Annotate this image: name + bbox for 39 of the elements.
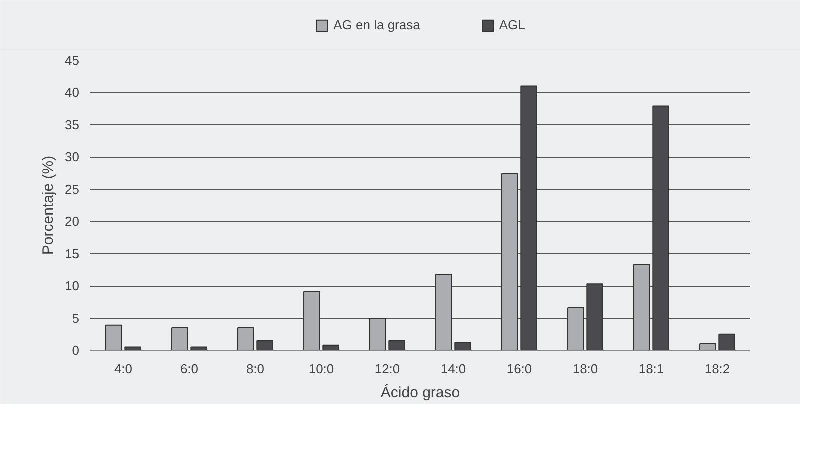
y-tick-label: 25 bbox=[65, 182, 80, 197]
bar bbox=[238, 327, 254, 350]
x-tick-label: 18:2 bbox=[704, 362, 730, 376]
y-tick-label: 40 bbox=[65, 85, 80, 100]
bar bbox=[454, 342, 472, 350]
bar bbox=[502, 173, 518, 350]
bar bbox=[700, 344, 716, 350]
legend-label: AGL bbox=[499, 18, 526, 32]
x-tick-label: 18:1 bbox=[638, 362, 664, 376]
bar bbox=[322, 344, 340, 350]
bar bbox=[256, 340, 274, 350]
y-tick-label: 5 bbox=[72, 310, 80, 326]
y-tick-label: 10 bbox=[65, 278, 80, 294]
y-tick-label: 45 bbox=[65, 53, 80, 68]
x-tick-label: 8:0 bbox=[246, 362, 265, 376]
bar bbox=[718, 334, 736, 350]
y-axis-title: Porcentaje (%) bbox=[40, 156, 58, 256]
x-tick-label: 4:0 bbox=[114, 362, 133, 376]
x-tick-label: 18:0 bbox=[572, 362, 598, 376]
y-tick-label: 15 bbox=[65, 246, 80, 262]
legend-label: AG en la grasa bbox=[334, 18, 420, 32]
y-tick-label: 20 bbox=[65, 214, 80, 230]
bar bbox=[370, 318, 386, 350]
bar bbox=[172, 327, 188, 350]
x-tick-label: 16:0 bbox=[506, 362, 532, 376]
bar bbox=[568, 307, 584, 350]
y-tick-label: 35 bbox=[65, 117, 80, 132]
bar bbox=[388, 340, 406, 350]
bar bbox=[106, 324, 122, 350]
y-tick-label: 0 bbox=[72, 343, 80, 358]
x-tick-label: 14:0 bbox=[440, 362, 466, 376]
y-tick-label: 30 bbox=[65, 150, 80, 165]
bar bbox=[436, 274, 452, 350]
bar bbox=[304, 291, 320, 350]
x-tick-label: 12:0 bbox=[374, 362, 400, 376]
x-tick-label: 6:0 bbox=[180, 362, 199, 376]
x-axis-title: Ácido graso bbox=[380, 384, 460, 402]
bar bbox=[634, 264, 650, 350]
x-tick-label: 10:0 bbox=[308, 362, 334, 376]
